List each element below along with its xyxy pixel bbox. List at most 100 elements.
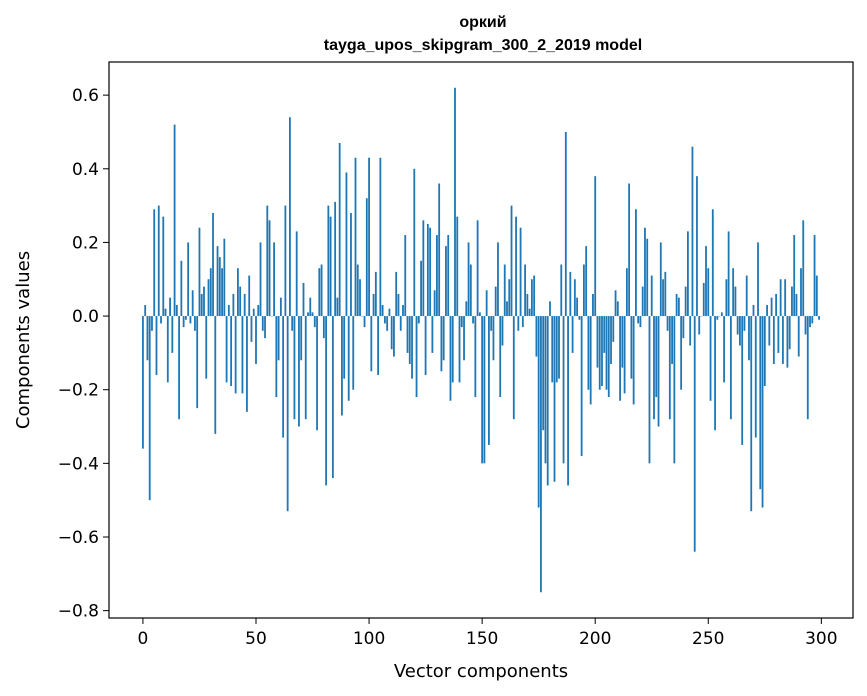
- bar: [275, 316, 278, 398]
- bar: [218, 257, 221, 317]
- bar: [677, 297, 680, 317]
- bar: [415, 316, 418, 398]
- bar: [725, 279, 728, 317]
- chart-title-line-1: оркий: [459, 14, 506, 31]
- bar: [517, 316, 520, 331]
- bar: [524, 264, 526, 317]
- bar: [614, 290, 617, 317]
- bar: [503, 264, 506, 317]
- bar: [227, 305, 230, 317]
- bar: [499, 316, 502, 398]
- bar: [684, 286, 687, 317]
- bar: [809, 316, 811, 328]
- bar: [345, 172, 348, 317]
- bar: [596, 316, 599, 368]
- bar: [318, 268, 321, 317]
- bar: [169, 297, 171, 317]
- bar: [675, 293, 678, 317]
- bar: [295, 231, 298, 317]
- bar: [164, 308, 167, 317]
- bar: [752, 305, 755, 317]
- bar: [255, 316, 257, 364]
- bar: [144, 305, 147, 317]
- bar: [463, 316, 465, 361]
- bar: [813, 235, 816, 317]
- bar: [207, 279, 210, 317]
- bar: [806, 316, 809, 420]
- bar: [436, 235, 438, 317]
- bar: [322, 316, 325, 339]
- bar: [354, 157, 357, 317]
- bar: [582, 264, 585, 317]
- bar: [662, 279, 664, 317]
- bar: [160, 316, 162, 324]
- bar: [650, 275, 653, 317]
- bar: [180, 260, 183, 317]
- bar: [696, 176, 698, 317]
- x-tick-label: 50: [245, 629, 267, 649]
- bar: [734, 286, 737, 317]
- bar: [313, 316, 316, 328]
- bar: [298, 316, 300, 427]
- bar: [741, 316, 744, 445]
- bar: [329, 216, 332, 317]
- bar: [659, 242, 662, 317]
- y-tick-label: −0.2: [58, 381, 99, 401]
- bar: [750, 316, 753, 512]
- bar: [381, 305, 384, 317]
- bar: [555, 316, 558, 383]
- bar: [748, 316, 750, 361]
- bar: [521, 316, 524, 328]
- bar: [184, 316, 187, 320]
- x-tick-label: 100: [353, 629, 385, 649]
- bar: [637, 316, 640, 324]
- bar: [246, 316, 248, 412]
- bar: [232, 293, 235, 317]
- bar: [302, 282, 305, 317]
- bar: [743, 316, 746, 331]
- bar: [465, 301, 468, 317]
- bar: [433, 290, 436, 317]
- bar: [155, 316, 158, 375]
- bar: [162, 216, 165, 317]
- bar: [429, 227, 432, 317]
- bar: [646, 238, 649, 317]
- bar: [286, 316, 289, 512]
- bar: [234, 316, 237, 394]
- bar: [784, 279, 787, 317]
- bar: [693, 316, 696, 552]
- bar: [540, 316, 542, 593]
- bar: [549, 301, 551, 317]
- bar: [775, 293, 778, 317]
- bar: [438, 183, 441, 317]
- bar: [716, 316, 719, 320]
- bar: [422, 220, 425, 317]
- bar: [598, 316, 601, 390]
- bar: [709, 316, 712, 401]
- bar: [142, 316, 144, 449]
- bar: [515, 216, 517, 317]
- bar: [533, 275, 536, 317]
- bar: [483, 316, 486, 464]
- bar: [632, 316, 635, 405]
- bar: [356, 264, 359, 317]
- y-tick-label: 0.4: [72, 160, 99, 180]
- bar: [687, 231, 689, 317]
- bar: [745, 275, 748, 317]
- bar: [146, 316, 149, 361]
- bar: [795, 293, 798, 317]
- bar: [374, 271, 377, 317]
- bar: [221, 268, 223, 317]
- bar: [203, 286, 205, 317]
- bar: [770, 297, 773, 317]
- bar: [404, 235, 407, 317]
- bar: [291, 316, 294, 331]
- bar: [723, 316, 726, 383]
- bar: [449, 316, 452, 401]
- bar: [426, 224, 429, 317]
- bar: [772, 316, 775, 364]
- bar: [171, 316, 174, 353]
- bar: [811, 316, 814, 324]
- bar: [732, 268, 735, 317]
- bar: [558, 316, 560, 379]
